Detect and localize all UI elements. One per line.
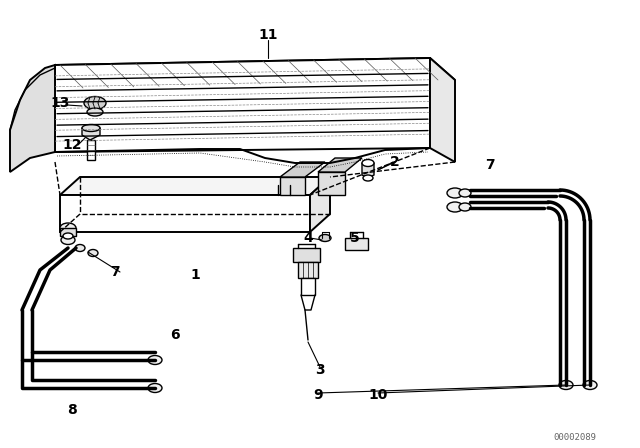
Ellipse shape <box>363 175 373 181</box>
Ellipse shape <box>459 203 471 211</box>
Text: 2: 2 <box>390 155 400 169</box>
Polygon shape <box>345 238 368 250</box>
Polygon shape <box>10 65 55 172</box>
Polygon shape <box>280 162 325 177</box>
Polygon shape <box>60 228 76 236</box>
Text: 9: 9 <box>313 388 323 402</box>
Ellipse shape <box>459 189 471 197</box>
Polygon shape <box>362 163 374 178</box>
Text: 11: 11 <box>259 28 278 42</box>
Text: 1: 1 <box>190 268 200 282</box>
Text: 00002089: 00002089 <box>554 432 596 441</box>
Polygon shape <box>293 248 320 262</box>
Polygon shape <box>55 58 430 152</box>
Ellipse shape <box>447 202 463 212</box>
Text: 6: 6 <box>170 328 180 342</box>
Ellipse shape <box>583 380 597 389</box>
Ellipse shape <box>82 125 100 132</box>
Ellipse shape <box>87 108 103 116</box>
Ellipse shape <box>60 223 76 233</box>
Ellipse shape <box>63 233 73 239</box>
Ellipse shape <box>88 250 98 257</box>
Text: 10: 10 <box>368 388 388 402</box>
Polygon shape <box>318 172 345 195</box>
Polygon shape <box>82 128 100 140</box>
Polygon shape <box>87 140 95 160</box>
Text: 3: 3 <box>315 363 325 377</box>
Ellipse shape <box>75 245 85 251</box>
Polygon shape <box>310 177 330 232</box>
Ellipse shape <box>319 234 331 241</box>
Polygon shape <box>280 177 305 195</box>
Polygon shape <box>60 177 330 195</box>
Text: 8: 8 <box>67 403 77 417</box>
Ellipse shape <box>447 188 463 198</box>
Text: 5: 5 <box>350 231 360 245</box>
Ellipse shape <box>148 356 162 365</box>
Polygon shape <box>298 262 318 278</box>
Ellipse shape <box>559 380 573 389</box>
Text: 7: 7 <box>110 265 120 279</box>
Polygon shape <box>301 278 315 295</box>
Ellipse shape <box>362 159 374 167</box>
Polygon shape <box>430 58 455 162</box>
Ellipse shape <box>61 236 75 245</box>
Text: 12: 12 <box>62 138 82 152</box>
Polygon shape <box>60 195 310 232</box>
Polygon shape <box>318 158 362 172</box>
Polygon shape <box>55 58 455 88</box>
Text: 4: 4 <box>303 231 313 245</box>
Ellipse shape <box>84 96 106 109</box>
Text: 7: 7 <box>485 158 495 172</box>
Text: 13: 13 <box>51 96 70 110</box>
Ellipse shape <box>148 383 162 392</box>
